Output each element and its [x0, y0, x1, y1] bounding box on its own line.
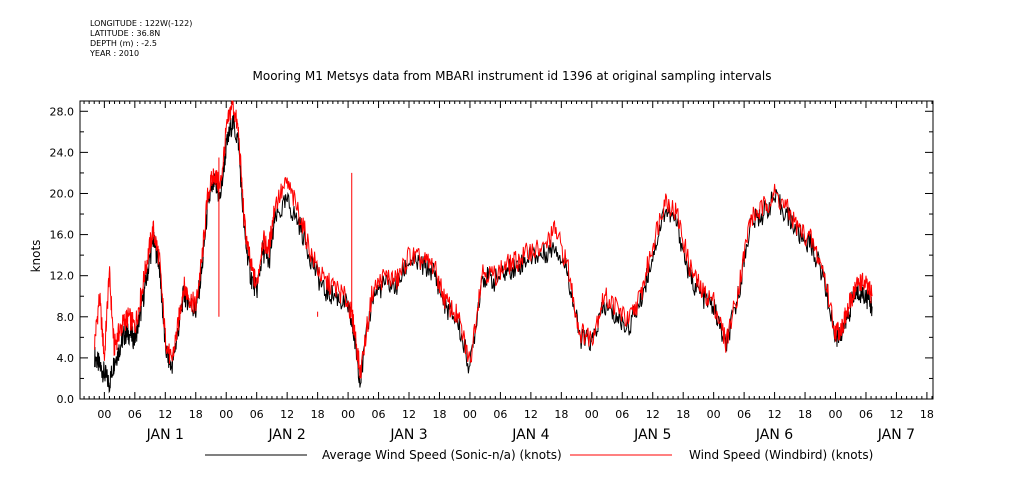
x-day-label: JAN 2	[268, 427, 306, 443]
plot-frame	[79, 100, 934, 400]
x-hour-label: 06	[493, 408, 507, 421]
y-tick-label: 16.0	[50, 229, 75, 242]
x-hour-label: 00	[219, 408, 233, 421]
y-tick-label: 20.0	[50, 187, 75, 200]
longitude-label: LONGITUDE : 122W(-122)	[90, 19, 193, 28]
y-tick-label: 0.0	[57, 393, 75, 406]
x-hour-label: 06	[250, 408, 264, 421]
series-line-1	[94, 114, 873, 394]
station-metadata: LONGITUDE : 122W(-122) LATITUDE : 36.8N …	[90, 19, 192, 59]
x-hour-label: 12	[768, 408, 782, 421]
x-day-label: JAN 4	[511, 427, 549, 443]
x-day-label: JAN 3	[389, 427, 427, 443]
y-tick-label: 12.0	[50, 270, 75, 283]
x-hour-label: 00	[97, 408, 111, 421]
series-layer	[94, 100, 873, 394]
x-hour-label: 00	[829, 408, 843, 421]
x-hour-label: 06	[615, 408, 629, 421]
legend-label-1: Average Wind Speed (Sonic-n/a) (knots)	[322, 448, 562, 462]
y-axis: 0.0 4.0 8.0 12.0 16.0 20.0 24.0 28.0	[50, 105, 933, 406]
x-hour-label: 12	[889, 408, 903, 421]
x-day-label: JAN 5	[633, 427, 671, 443]
y-tick-label: 4.0	[57, 352, 75, 365]
x-hour-label: 18	[189, 408, 203, 421]
x-day-label: JAN 6	[755, 427, 793, 443]
y-tick-label: 8.0	[57, 311, 75, 324]
x-hour-label: 00	[707, 408, 721, 421]
series-line-2	[94, 100, 873, 379]
x-hour-label: 18	[432, 408, 446, 421]
legend-label-2: Wind Speed (Windbird) (knots)	[689, 448, 873, 462]
x-hour-label: 06	[737, 408, 751, 421]
depth-label: DEPTH (m) : -2.5	[90, 39, 157, 48]
x-hour-label: 12	[280, 408, 294, 421]
x-hour-label: 18	[920, 408, 934, 421]
chart-title: Mooring M1 Metsys data from MBARI instru…	[253, 69, 772, 83]
x-hour-label: 18	[554, 408, 568, 421]
x-hour-label: 06	[372, 408, 386, 421]
x-hour-label: 12	[524, 408, 538, 421]
x-hour-label: 00	[341, 408, 355, 421]
x-axis: 00 06 12 18 00 06 12 18 00 06 12 18 00 06 12 18 00 06 12 18…	[83, 101, 934, 443]
y-tick-label: 28.0	[50, 105, 75, 118]
y-axis-label: knots	[29, 240, 43, 273]
x-hour-label: 12	[402, 408, 416, 421]
x-hour-label: 12	[646, 408, 660, 421]
latitude-label: LATITUDE : 36.8N	[90, 29, 161, 38]
y-tick-label: 24.0	[50, 146, 75, 159]
x-hour-label: 06	[128, 408, 142, 421]
x-hour-label: 06	[859, 408, 873, 421]
x-hour-label: 18	[798, 408, 812, 421]
year-label: YEAR : 2010	[90, 49, 140, 58]
x-hour-label: 00	[463, 408, 477, 421]
x-hour-label: 12	[158, 408, 172, 421]
x-hour-label: 00	[585, 408, 599, 421]
x-day-label: JAN 1	[146, 427, 184, 443]
legend: Average Wind Speed (Sonic-n/a) (knots) Wi…	[205, 448, 873, 462]
x-day-label: JAN 7	[877, 427, 915, 443]
x-hour-label: 18	[311, 408, 325, 421]
x-hour-label: 18	[676, 408, 690, 421]
